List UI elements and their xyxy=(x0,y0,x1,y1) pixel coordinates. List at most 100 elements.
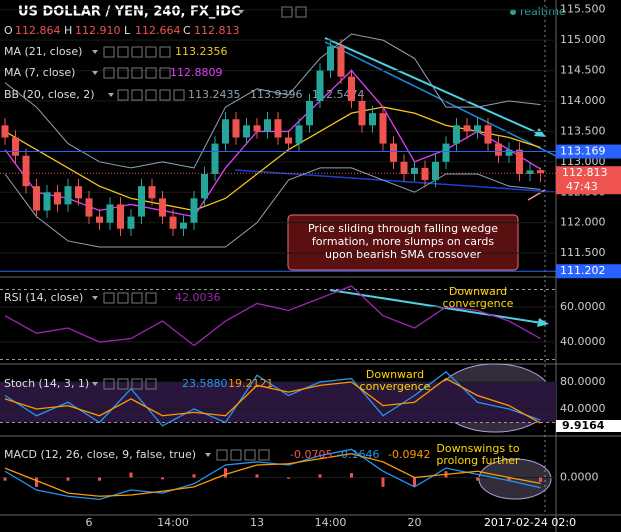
candle-body xyxy=(474,125,481,132)
caret xyxy=(238,10,244,14)
candle-body xyxy=(337,46,345,77)
bb-lower xyxy=(4,167,541,248)
icon xyxy=(117,46,129,58)
indicator-name: RSI (14, close) xyxy=(4,291,83,304)
candle-body xyxy=(505,149,513,156)
price-flag xyxy=(556,144,621,159)
candle-body xyxy=(411,167,418,175)
icon xyxy=(281,6,293,18)
candle-body xyxy=(190,198,198,223)
price-flag-label: 111.202 xyxy=(560,264,606,277)
candle-body xyxy=(463,125,471,132)
indicator-name: MACD (12, 26, close, 9, false, true) xyxy=(4,448,196,461)
icon xyxy=(145,46,157,58)
y-tick-label: 112.000 xyxy=(560,216,606,229)
icon xyxy=(117,292,129,304)
ohlc-value: 112.910 xyxy=(75,24,121,37)
icon xyxy=(131,292,143,304)
candle-body xyxy=(516,149,523,175)
annotation: Price sliding through falling wedge xyxy=(308,222,498,235)
candle-body xyxy=(400,161,408,175)
histogram-bar xyxy=(35,477,38,487)
icon xyxy=(117,378,129,390)
candle-body xyxy=(127,216,135,229)
histogram-bar xyxy=(507,477,511,481)
indicator-readout: -0.0705 xyxy=(290,448,332,461)
ohlc-value: 112.864 xyxy=(15,24,61,37)
histogram-bar xyxy=(224,468,227,478)
candle-body xyxy=(537,170,544,174)
candle-body xyxy=(211,143,219,175)
candle-body xyxy=(348,76,355,101)
histogram-bar xyxy=(350,473,353,478)
indicator-name: BB (20, close, 2) xyxy=(4,88,95,101)
candle-body xyxy=(232,119,240,138)
y-tick-label: 115.000 xyxy=(560,33,606,46)
indicator-readout: 112.8809 xyxy=(170,66,223,79)
ohlc-key: O xyxy=(4,24,13,37)
indicator-readout: 113.9396 xyxy=(250,88,303,101)
histogram-bar xyxy=(255,474,259,478)
y-tick-label: 114.000 xyxy=(560,94,606,107)
icon xyxy=(145,378,157,390)
candle-body xyxy=(442,143,450,162)
icon xyxy=(103,292,115,304)
candle-body xyxy=(306,100,313,126)
histogram-bar xyxy=(192,474,196,478)
x-tick-label: 14:00 xyxy=(315,516,347,529)
icon xyxy=(258,449,270,461)
candle-body xyxy=(432,161,439,181)
indicator-name: Stoch (14, 3, 1) xyxy=(4,377,89,390)
countdown: 47:43 xyxy=(566,180,598,193)
candle-body xyxy=(201,174,208,199)
candle-body xyxy=(159,198,166,217)
y-tick-label: 111.500 xyxy=(560,246,606,259)
x-tick-label: 2017-02-24 02:0 xyxy=(484,516,576,529)
candle-body xyxy=(484,125,492,144)
y-tick-label: 0.0000 xyxy=(560,471,599,484)
ohlc-value: 112.664 xyxy=(135,24,181,37)
indicator-readout: -0.0942 xyxy=(388,448,430,461)
candle-body xyxy=(180,222,187,229)
candle-body xyxy=(274,119,282,138)
candle-body xyxy=(526,170,534,175)
caret xyxy=(205,453,211,457)
annotation: upon bearish SMA crossover xyxy=(325,248,481,261)
candle-body xyxy=(369,113,376,126)
histogram-bar xyxy=(381,477,385,487)
candle-body xyxy=(316,70,324,101)
status-dot xyxy=(510,9,516,15)
icon xyxy=(159,46,171,58)
annotation: convergence xyxy=(360,380,431,393)
histogram-bar xyxy=(318,474,322,478)
callout-arrow xyxy=(527,189,546,201)
icon xyxy=(145,67,157,79)
annotation: Downward xyxy=(449,285,507,298)
icon xyxy=(117,89,129,101)
indicator-name: MA (7, close) xyxy=(4,66,75,79)
histogram-bar xyxy=(3,477,7,481)
last-price-flag xyxy=(556,166,621,195)
indicator-readout: 19.2121 xyxy=(228,377,274,390)
ohlc-key: H xyxy=(64,24,72,37)
candle-body xyxy=(169,216,177,229)
ohlc-key: L xyxy=(124,24,131,37)
y-tick-label: 113.500 xyxy=(560,124,606,137)
x-tick-label: 14:00 xyxy=(157,516,189,529)
trendline xyxy=(324,41,561,159)
y-tick-label: 60.0000 xyxy=(560,300,606,313)
annotation: Downward xyxy=(366,368,424,381)
candle-body xyxy=(54,192,61,205)
indicator-line xyxy=(4,371,541,427)
arrow-head xyxy=(537,318,549,327)
indicator-readout: 42.0036 xyxy=(175,291,221,304)
indicator-line xyxy=(4,448,541,501)
candle-body xyxy=(148,186,156,199)
y-tick-label: 114.500 xyxy=(560,64,606,77)
ohlc-value: 112.813 xyxy=(194,24,240,37)
x-tick-label: 13 xyxy=(250,516,264,529)
candle-body xyxy=(12,137,19,156)
candle-body xyxy=(285,137,292,144)
candle-body xyxy=(1,125,9,138)
